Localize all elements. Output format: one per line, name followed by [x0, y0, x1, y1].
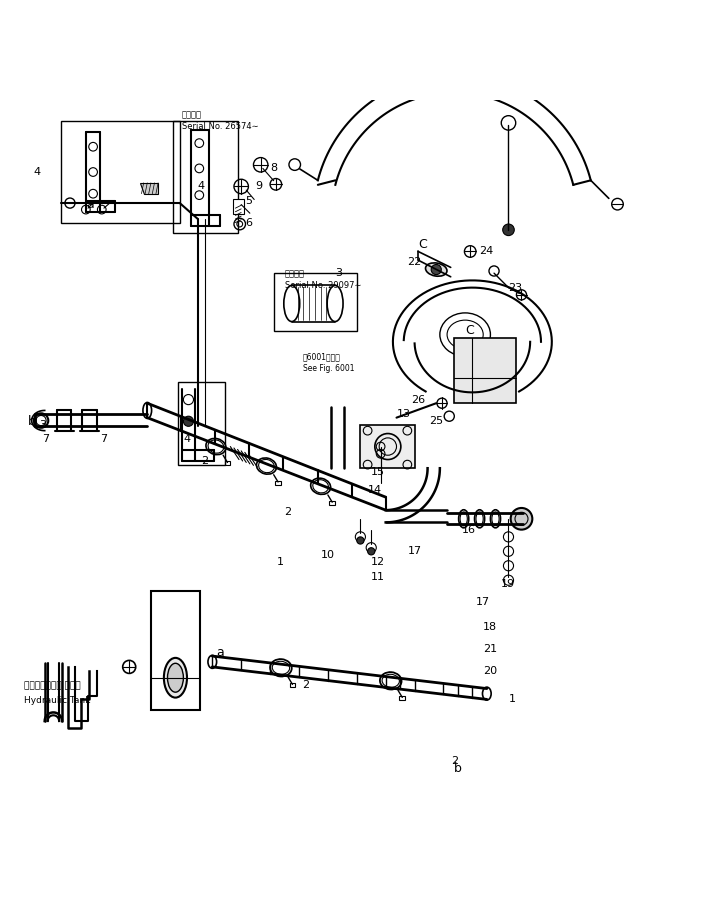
Bar	[60, 122, 180, 222]
Text: 25: 25	[429, 416, 443, 426]
Text: See Fig. 6001: See Fig. 6001	[303, 363, 354, 372]
Text: 22: 22	[408, 257, 422, 267]
Text: 4: 4	[183, 434, 191, 444]
Polygon shape	[140, 183, 158, 194]
Text: b: b	[454, 762, 462, 774]
Circle shape	[368, 548, 375, 555]
Circle shape	[503, 224, 514, 236]
Bar	[454, 338, 515, 403]
Text: 2: 2	[285, 506, 292, 516]
Bar	[178, 382, 225, 465]
Circle shape	[510, 508, 532, 529]
Text: 21: 21	[483, 644, 497, 654]
Bar	[173, 122, 237, 233]
Text: 19: 19	[502, 579, 515, 589]
Text: 2: 2	[303, 680, 309, 690]
Text: Serial No. 29097∼: Serial No. 29097∼	[285, 280, 361, 290]
Text: ハイドロリック タンク: ハイドロリック タンク	[25, 681, 81, 691]
Text: 1: 1	[277, 557, 285, 567]
Text: a: a	[216, 646, 223, 659]
Bar	[274, 273, 357, 331]
Text: 3: 3	[335, 268, 342, 278]
Text: 8: 8	[270, 163, 277, 173]
Text: 13: 13	[397, 409, 411, 419]
Text: 16: 16	[462, 525, 475, 535]
Text: 4: 4	[33, 167, 40, 177]
Text: 26: 26	[411, 395, 425, 405]
Text: 3: 3	[39, 420, 46, 430]
Text: 17: 17	[408, 547, 422, 556]
Bar	[232, 199, 244, 214]
Text: 1: 1	[508, 694, 515, 704]
Text: 2: 2	[451, 756, 458, 766]
Text: 6: 6	[245, 218, 252, 228]
Text: 10: 10	[320, 550, 335, 560]
Circle shape	[431, 265, 441, 275]
Text: Hydraulic Tank: Hydraulic Tank	[25, 696, 91, 705]
Circle shape	[183, 416, 194, 426]
Circle shape	[357, 537, 364, 544]
Text: Serial No. 26574∼: Serial No. 26574∼	[182, 122, 258, 131]
Text: 7: 7	[100, 434, 108, 444]
Text: 適用号等: 適用号等	[285, 270, 304, 278]
Text: 4: 4	[198, 182, 205, 192]
Text: a: a	[86, 198, 94, 211]
Text: C: C	[465, 325, 474, 337]
Text: 17: 17	[476, 597, 490, 607]
Text: 9: 9	[256, 182, 263, 192]
Bar	[400, 696, 405, 701]
Text: 24: 24	[480, 246, 494, 256]
Bar	[360, 425, 414, 468]
Bar	[275, 480, 281, 485]
Text: 14: 14	[368, 485, 381, 495]
Text: 5: 5	[245, 195, 252, 206]
Text: 噗6001図参照: 噗6001図参照	[303, 353, 341, 361]
Ellipse shape	[164, 658, 187, 698]
Ellipse shape	[425, 263, 447, 277]
Text: 2: 2	[202, 456, 209, 466]
Text: 23: 23	[508, 283, 523, 292]
Text: 7: 7	[42, 434, 50, 444]
Ellipse shape	[167, 663, 183, 692]
Bar	[151, 591, 200, 710]
Bar	[290, 683, 296, 687]
Text: 20: 20	[483, 666, 497, 676]
Text: b: b	[28, 415, 36, 428]
Text: C: C	[418, 238, 427, 251]
Text: 11: 11	[371, 572, 385, 582]
Bar	[329, 501, 335, 505]
Text: 12: 12	[371, 557, 385, 567]
Bar	[224, 461, 230, 466]
Text: 18: 18	[483, 622, 497, 632]
Text: 15: 15	[371, 467, 385, 477]
Text: 適用号等: 適用号等	[182, 111, 202, 120]
